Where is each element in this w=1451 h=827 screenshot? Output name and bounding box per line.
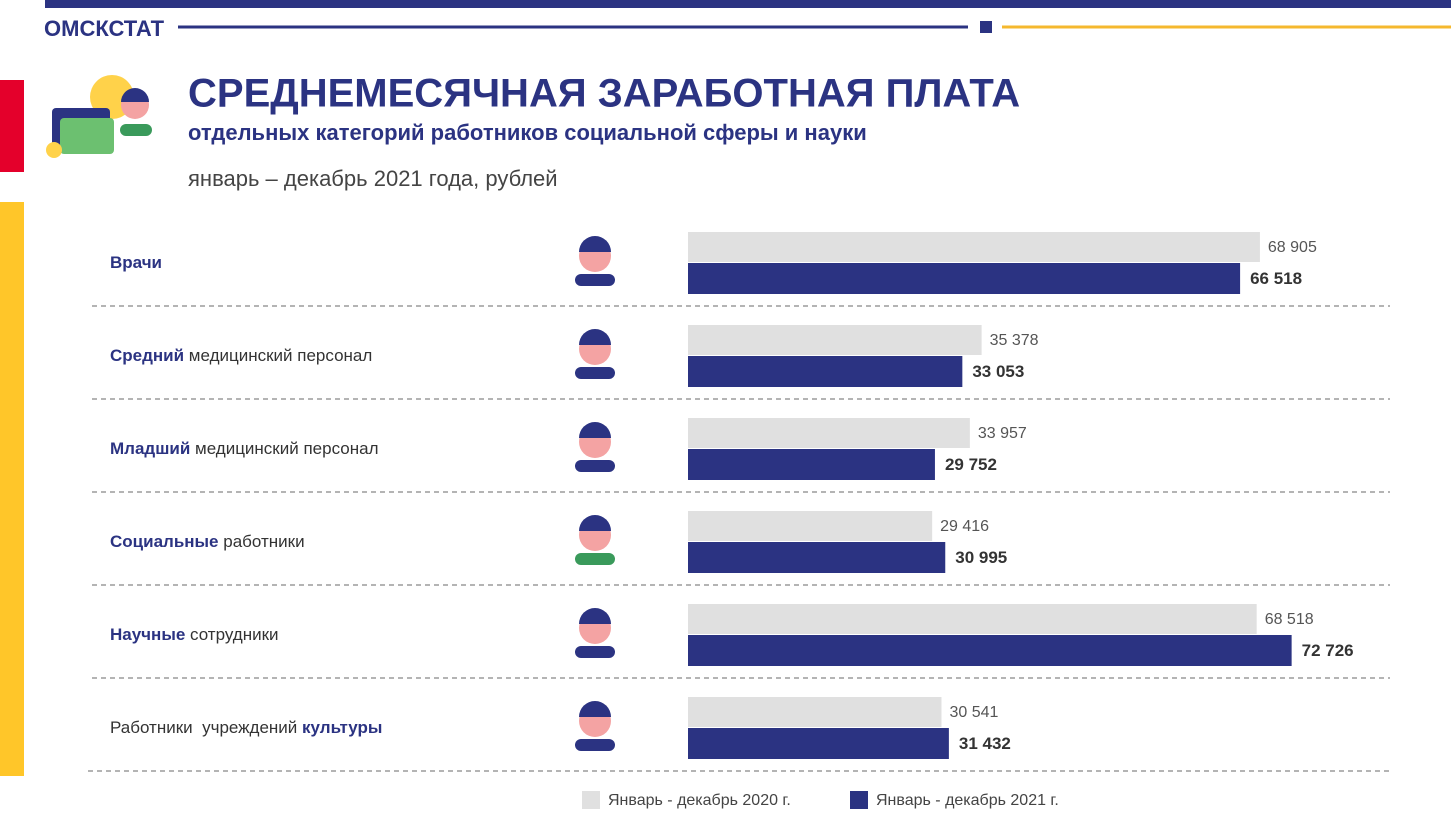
value-label: 68 905	[1268, 239, 1317, 256]
legend-label: Январь - декабрь 2021 г.	[876, 792, 1059, 809]
category-text: работники	[218, 532, 305, 551]
bar	[688, 604, 1257, 634]
category-text: Работники учреждений	[110, 718, 303, 737]
value-label: 72 726	[1302, 641, 1354, 660]
category-text: медицинский персонал	[184, 346, 373, 365]
value-label: 35 378	[990, 332, 1039, 349]
legend-label: Январь - декабрь 2020 г.	[608, 792, 791, 809]
value-label: 33 957	[978, 425, 1027, 442]
icon-body	[575, 367, 615, 379]
category-label: Социальные работники	[110, 532, 305, 552]
bar	[688, 511, 933, 541]
category-text: медицинский персонал	[190, 439, 379, 458]
header-icon	[46, 75, 152, 158]
bar	[688, 263, 1241, 294]
bar	[688, 449, 935, 480]
value-label: 29 752	[945, 455, 997, 474]
side-bar	[0, 80, 24, 172]
icon-hair	[579, 608, 611, 624]
value-label: 30 995	[955, 548, 1007, 567]
bar	[688, 325, 982, 355]
brand: ОМСКСТАТ	[44, 16, 165, 41]
icon-body	[575, 553, 615, 565]
value-label: 29 416	[940, 518, 989, 535]
subtitle: отдельных категорий работников социально…	[188, 120, 867, 145]
category-label: Средний медицинский персонал	[110, 346, 372, 366]
bar	[688, 418, 970, 448]
icon-hair	[579, 515, 611, 531]
category-text: Младший	[110, 439, 191, 458]
legend-swatch	[850, 791, 868, 809]
category-label: Младший медицинский персонал	[110, 439, 379, 459]
title: СРЕДНЕМЕСЯЧНАЯ ЗАРАБОТНАЯ ПЛАТА	[188, 72, 1020, 116]
value-label: 30 541	[949, 704, 998, 721]
legend-swatch	[582, 791, 600, 809]
bar	[688, 635, 1292, 666]
bar	[688, 697, 942, 727]
icon-body	[575, 646, 615, 658]
header-square	[980, 21, 992, 33]
bar	[688, 232, 1260, 262]
category-text: Научные	[110, 625, 186, 644]
bar	[688, 356, 963, 387]
icon-hair	[579, 701, 611, 717]
category-label: Научные сотрудники	[110, 625, 279, 645]
icon-hair	[579, 236, 611, 252]
icon-hair	[579, 422, 611, 438]
icon-body	[575, 274, 615, 286]
bar	[688, 542, 946, 573]
category-text: Средний	[110, 346, 185, 365]
value-label: 66 518	[1250, 269, 1302, 288]
category-label: Врачи	[110, 253, 162, 273]
icon-hair	[579, 329, 611, 345]
bar	[688, 728, 949, 759]
category-label: Работники учреждений культуры	[110, 718, 382, 738]
top-bar	[45, 0, 1451, 8]
value-label: 68 518	[1265, 611, 1314, 628]
side-bar	[0, 202, 24, 776]
caption: январь – декабрь 2021 года, рублей	[188, 166, 558, 191]
category-text: культуры	[302, 718, 383, 737]
icon-body	[575, 460, 615, 472]
icon-body	[575, 739, 615, 751]
value-label: 33 053	[972, 362, 1024, 381]
category-text: Социальные	[110, 532, 219, 551]
category-text: Врачи	[110, 253, 163, 272]
value-label: 31 432	[959, 734, 1011, 753]
category-text: сотрудники	[185, 625, 279, 644]
